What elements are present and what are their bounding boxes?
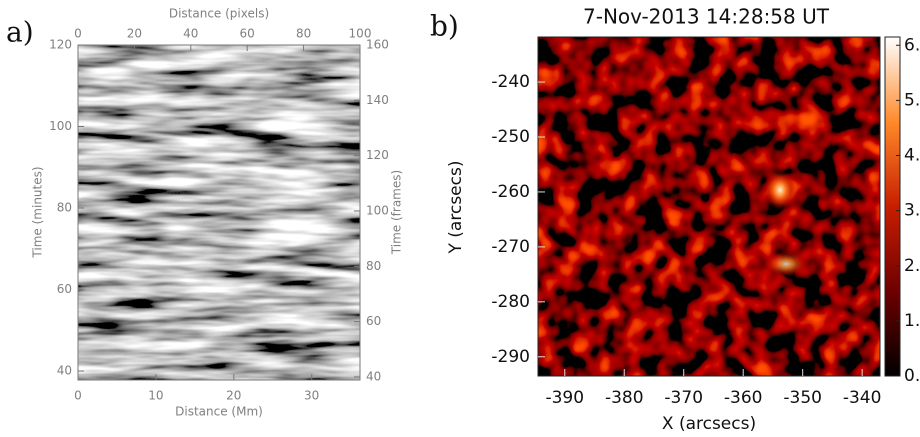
top-tick-label: 100: [349, 27, 372, 41]
top-tick-label: 20: [127, 27, 142, 41]
x-axis-label: X (arcsecs): [662, 414, 756, 434]
right-tick-label: 120: [366, 148, 389, 162]
left-tick-label: 100: [49, 119, 72, 133]
left-tick-label: 120: [49, 38, 72, 52]
x2-axis-label: Distance (pixels): [169, 7, 269, 21]
bottom-tick-label: -370: [664, 388, 703, 408]
right-tick-label: 4.: [904, 146, 920, 166]
bottom-tick-label: -360: [724, 388, 763, 408]
left-tick-label: -270: [491, 237, 530, 257]
bright-spot: [764, 170, 796, 210]
left-tick-label: -290: [491, 347, 530, 367]
top-tick-label: 60: [240, 27, 255, 41]
right-tick-label: 160: [366, 38, 389, 52]
right-tick-label: 2.: [904, 256, 920, 276]
bottom-tick-label: 0: [74, 389, 82, 403]
left-tick-label: -240: [491, 72, 530, 92]
right-tick-label: 3.: [904, 201, 920, 221]
right-tick-label: 0.: [904, 366, 920, 386]
bottom-tick-label: -340: [843, 388, 882, 408]
right-tick-label: 1.: [904, 311, 920, 331]
panel-label: b): [430, 10, 459, 43]
right-tick-label: 100: [366, 203, 389, 217]
left-tick-label: -280: [491, 292, 530, 312]
y-axis-label: Y (arcsecs): [446, 161, 466, 255]
right-tick-label: 60: [366, 314, 381, 328]
bottom-tick-label: -380: [605, 388, 644, 408]
time-distance-image: [78, 45, 360, 380]
left-tick-label: 80: [57, 201, 72, 215]
right-tick-label: 6.: [904, 35, 920, 55]
left-tick-label: -260: [491, 182, 530, 202]
left-tick-label: 60: [57, 282, 72, 296]
bottom-tick-label: -350: [783, 388, 822, 408]
panel-label: a): [6, 16, 34, 49]
right-tick-label: 5.: [904, 90, 920, 110]
top-tick-label: 80: [296, 27, 311, 41]
x-axis-label: Distance (Mm): [175, 405, 263, 419]
right-tick-label: 80: [366, 259, 381, 273]
frame: [537, 36, 881, 377]
bottom-tick-label: 30: [304, 389, 319, 403]
bottom-tick-label: -390: [545, 388, 584, 408]
y-axis-label: Time (minutes): [31, 166, 45, 258]
left-tick-label: 40: [57, 364, 72, 378]
intensity-map: [538, 37, 880, 376]
bottom-tick-label: 10: [148, 389, 163, 403]
colorbar: [884, 36, 901, 377]
y2-axis-label: Time (frames): [390, 170, 404, 255]
top-tick-label: 0: [74, 27, 82, 41]
bottom-tick-label: 20: [226, 389, 241, 403]
left-tick-label: -250: [491, 127, 530, 147]
frame: [77, 44, 361, 381]
chart-title: 7-Nov-2013 14:28:58 UT: [583, 5, 830, 29]
right-tick-label: 40: [366, 369, 381, 383]
top-tick-label: 40: [183, 27, 198, 41]
right-tick-label: 140: [366, 93, 389, 107]
bright-spot: [764, 251, 808, 277]
map-image: [538, 37, 880, 376]
